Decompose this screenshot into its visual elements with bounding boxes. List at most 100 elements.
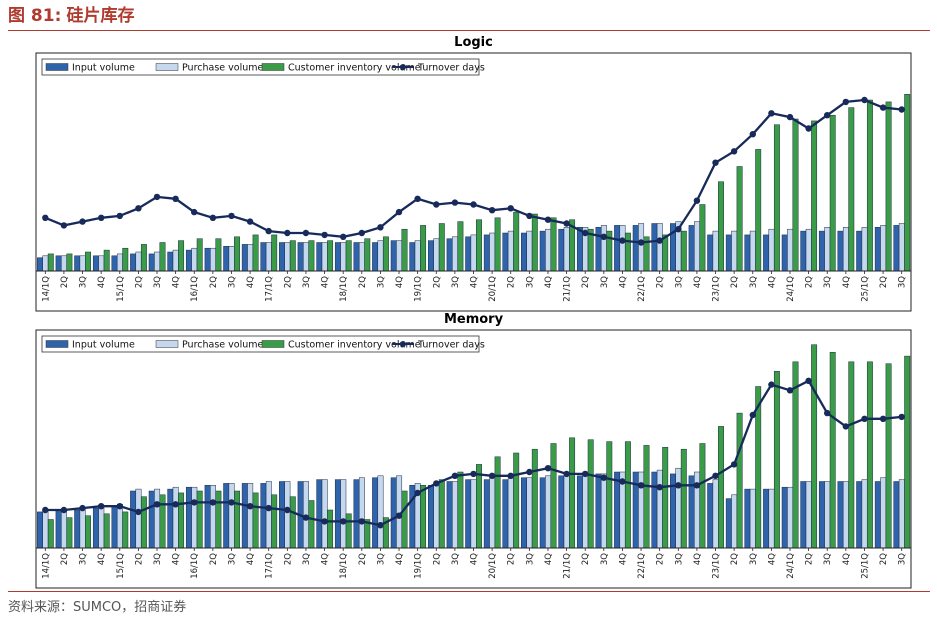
turnover-point bbox=[60, 222, 68, 229]
turnover-point bbox=[246, 503, 254, 510]
x-tick-label: 4Q bbox=[97, 276, 107, 288]
bar-input-volume bbox=[241, 244, 248, 272]
bar-purchase-volume bbox=[712, 230, 719, 272]
bar-input-volume bbox=[74, 509, 81, 549]
legend-label: Input volume bbox=[72, 340, 135, 351]
bar-purchase-volume bbox=[712, 479, 719, 549]
bar-input-volume bbox=[55, 255, 62, 272]
bar-customer-inventory-volume bbox=[345, 240, 352, 272]
bar-customer-inventory-volume bbox=[531, 213, 538, 272]
turnover-point bbox=[98, 503, 105, 510]
x-tick-label: 3Q bbox=[302, 276, 312, 288]
legend-marker bbox=[400, 64, 406, 70]
turnover-point bbox=[42, 214, 49, 221]
bar-purchase-volume bbox=[191, 247, 198, 272]
bar-purchase-volume bbox=[582, 475, 589, 549]
bar-customer-inventory-volume bbox=[680, 230, 687, 272]
x-tick-label: 3Q bbox=[600, 553, 610, 565]
bar-purchase-volume bbox=[675, 467, 682, 549]
bar-input-volume bbox=[763, 234, 770, 272]
bar-input-volume bbox=[223, 246, 230, 272]
turnover-point bbox=[414, 489, 421, 497]
bar-customer-inventory-volume bbox=[866, 99, 873, 272]
bar-purchase-volume bbox=[247, 244, 254, 272]
turnover-point bbox=[209, 214, 217, 221]
bar-customer-inventory-volume bbox=[662, 447, 669, 549]
bar-customer-inventory-volume bbox=[420, 485, 427, 549]
x-tick-label: 25/1Q bbox=[861, 276, 871, 302]
turnover-point bbox=[340, 233, 347, 240]
bar-customer-inventory-volume bbox=[624, 441, 631, 549]
bar-customer-inventory-volume bbox=[494, 456, 501, 549]
chart-title: Memory bbox=[444, 312, 504, 327]
bar-customer-inventory-volume bbox=[85, 251, 91, 272]
bar-input-volume bbox=[334, 479, 341, 549]
bar-input-volume bbox=[446, 238, 453, 272]
turnover-point bbox=[619, 237, 626, 244]
turnover-point bbox=[824, 112, 831, 119]
legend-swatch bbox=[155, 63, 179, 71]
x-tick-label: 15/1Q bbox=[116, 553, 126, 579]
x-tick-label: 3Q bbox=[525, 276, 535, 288]
turnover-point bbox=[116, 212, 124, 220]
bar-input-volume bbox=[595, 227, 602, 272]
x-tick-label: 4Q bbox=[544, 276, 554, 288]
turnover-point bbox=[619, 478, 626, 485]
bar-input-volume bbox=[539, 477, 546, 549]
bar-customer-inventory-volume bbox=[159, 242, 166, 272]
legend-swatch bbox=[45, 340, 69, 348]
bar-input-volume bbox=[725, 498, 732, 549]
turnover-point bbox=[172, 501, 179, 508]
bar-customer-inventory-volume bbox=[811, 120, 818, 272]
bar-customer-inventory-volume bbox=[345, 513, 352, 549]
turnover-point bbox=[284, 229, 291, 237]
bar-purchase-volume bbox=[452, 236, 458, 272]
x-tick-label: 16/1Q bbox=[190, 276, 200, 302]
bar-input-volume bbox=[111, 505, 118, 549]
turnover-point bbox=[116, 503, 124, 510]
turnover-point bbox=[488, 472, 496, 479]
bar-purchase-volume bbox=[787, 228, 794, 272]
legend-label: Turnover days bbox=[417, 340, 485, 351]
bar-customer-inventory-volume bbox=[718, 181, 724, 272]
bar-purchase-volume bbox=[61, 509, 67, 549]
x-tick-label: 2Q bbox=[358, 276, 368, 288]
bar-purchase-volume bbox=[377, 240, 384, 272]
turnover-point bbox=[60, 506, 68, 514]
bar-input-volume bbox=[539, 230, 546, 272]
x-tick-label: 21/1Q bbox=[563, 276, 573, 302]
bar-purchase-volume bbox=[79, 255, 86, 272]
turnover-point bbox=[656, 484, 663, 491]
bar-customer-inventory-volume bbox=[140, 244, 147, 272]
x-tick-label: 23/1Q bbox=[712, 276, 722, 302]
bar-customer-inventory-volume bbox=[234, 490, 240, 549]
bar-input-volume bbox=[279, 242, 285, 272]
turnover-point bbox=[153, 501, 161, 508]
x-tick-label: 2Q bbox=[283, 276, 293, 288]
bar-customer-inventory-volume bbox=[252, 234, 259, 272]
bar-purchase-volume bbox=[898, 223, 905, 272]
bar-input-volume bbox=[428, 240, 434, 272]
bar-input-volume bbox=[260, 483, 267, 549]
x-tick-label: 21/1Q bbox=[563, 553, 573, 579]
turnover-point bbox=[153, 193, 161, 201]
legend-box bbox=[41, 335, 480, 353]
bar-purchase-volume bbox=[656, 469, 663, 549]
x-tick-label: 20/1Q bbox=[488, 553, 498, 579]
bar-customer-inventory-volume bbox=[494, 217, 501, 272]
turnover-point bbox=[135, 205, 142, 212]
turnover-point bbox=[265, 227, 272, 235]
x-tick-label: 2Q bbox=[805, 553, 815, 565]
bar-input-volume bbox=[167, 488, 174, 549]
bar-input-volume bbox=[800, 230, 807, 272]
x-tick-label: 2Q bbox=[209, 553, 219, 565]
turnover-point bbox=[358, 518, 365, 525]
bar-purchase-volume bbox=[545, 228, 552, 272]
bar-purchase-volume bbox=[303, 242, 309, 272]
bar-customer-inventory-volume bbox=[773, 371, 780, 549]
x-tick-label: 24/1Q bbox=[786, 276, 796, 302]
bar-purchase-volume bbox=[749, 488, 756, 549]
bar-customer-inventory-volume bbox=[550, 443, 557, 549]
turnover-point bbox=[321, 231, 328, 239]
bar-purchase-volume bbox=[898, 479, 905, 549]
